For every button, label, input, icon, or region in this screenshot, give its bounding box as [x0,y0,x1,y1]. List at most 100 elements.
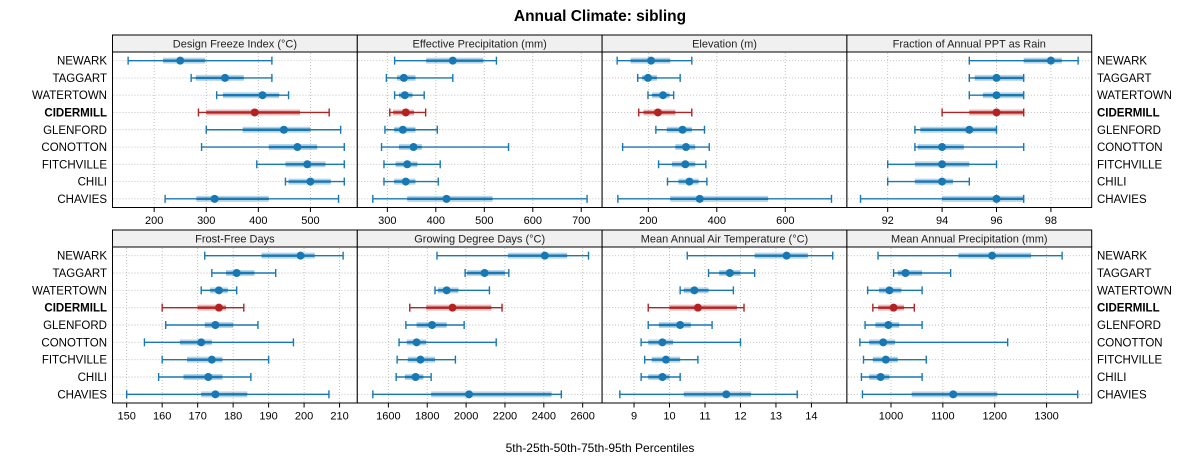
median-dot [296,251,305,260]
percentile-row [143,338,295,347]
row-label-right: CIDERMILL [1097,303,1160,315]
percentile-row [914,143,1025,152]
percentile-row [125,390,330,399]
tick-label: 1000 [879,411,903,423]
panels-layer: NEWARK NEWARK TAGGART TAGGART WATERTOWN WATER… [32,34,1172,423]
percentile-row [211,269,277,277]
median-dot [258,91,267,100]
percentile-row [204,251,344,260]
row-label-right: CHAVIES [1097,194,1147,206]
median-dot [690,286,699,295]
row-label-left: NEWARK [57,251,107,263]
percentile-row [161,303,245,312]
percentile-row [862,355,927,364]
median-dot [398,125,407,134]
tick-label: 400 [708,215,726,227]
percentile-row [861,390,1079,399]
percentile-row [385,73,454,82]
tick-label: 200 [295,411,313,423]
percentile-row [200,143,345,152]
median-dot [412,338,421,347]
row-label-left: CIDERMILL [44,303,107,315]
percentile-row [393,56,498,65]
median-dot [411,373,420,381]
tick-label: 9 [631,411,637,423]
median-dot [901,269,910,277]
row-label-left: GLENFORD [43,125,107,137]
percentile-row [860,373,923,381]
row-label-right: CIDERMILL [1097,107,1160,119]
tick-label: 10 [663,411,675,423]
tick-label: 1100 [931,411,955,423]
median-dot [661,355,670,364]
median-dot [540,251,549,260]
tick-label: 1800 [415,411,439,423]
row-label-left: CHILI [78,177,107,189]
median-dot [214,303,223,312]
percentile-row [398,338,497,347]
median-dot [403,160,412,169]
percentile-row [621,143,710,152]
tick-label: 150 [118,411,136,423]
percentile-row [887,160,998,169]
tick-label: 300 [378,215,396,227]
percentile-row [165,321,259,329]
percentile-row [707,269,756,277]
tick-label: 2200 [493,411,517,423]
tick-label: 92 [882,215,894,227]
tick-label: 180 [224,411,242,423]
median-dot [884,321,893,329]
percentile-row [383,177,439,186]
percentile-row [968,56,1079,65]
median-dot [480,269,489,277]
percentile-row [679,286,735,295]
median-dot [938,177,947,186]
panel-header-label: Effective Precipitation (mm) [413,39,547,51]
percentile-row [256,160,345,169]
tick-label: 94 [936,215,948,227]
tick-label: 500 [475,215,493,227]
tick-label: 11 [699,411,710,423]
row-label-left: GLENFORD [43,320,107,332]
row-label-left: CHAVIES [57,194,107,206]
percentile-row [384,125,438,134]
tick-label: 300 [197,215,215,227]
percentile-row [657,160,707,169]
percentile-row [405,321,465,329]
tick-label: 2600 [570,411,594,423]
median-dot [442,286,451,295]
row-label-right: CHAVIES [1097,389,1147,401]
panel: 200 400 600 Elevation (m) [601,34,848,227]
tick-label: 1200 [982,411,1006,423]
percentile-row [380,143,510,152]
row-label-right: CHILI [1097,372,1126,384]
median-dot [949,390,958,399]
tick-label: 98 [1045,215,1057,227]
median-dot [876,373,885,381]
median-dot [442,194,451,203]
tick-label: 170 [188,411,206,423]
median-dot [647,56,656,65]
panel: 1600 1800 2000 2200 2400 2600 Growing Degree D… [356,229,603,423]
percentile-row [161,355,270,364]
median-dot [992,194,1001,203]
percentile-row [393,91,425,100]
median-dot [881,355,890,364]
median-dot [676,321,685,329]
median-dot [176,56,185,65]
median-dot [988,251,997,260]
median-dot [693,303,702,312]
median-dot [653,108,662,117]
panel-header [846,229,1093,248]
percentile-row [464,269,510,277]
row-label-right: TAGGART [1097,268,1152,280]
tick-label: 210 [330,411,348,423]
percentile-row [643,355,699,364]
percentile-row [436,251,590,260]
median-dot [992,108,1001,117]
tick-label: 12 [734,411,746,423]
median-dot [685,177,694,186]
row-label-right: GLENFORD [1097,125,1161,137]
tick-label: 200 [145,215,163,227]
tick-label: 600 [524,215,542,227]
